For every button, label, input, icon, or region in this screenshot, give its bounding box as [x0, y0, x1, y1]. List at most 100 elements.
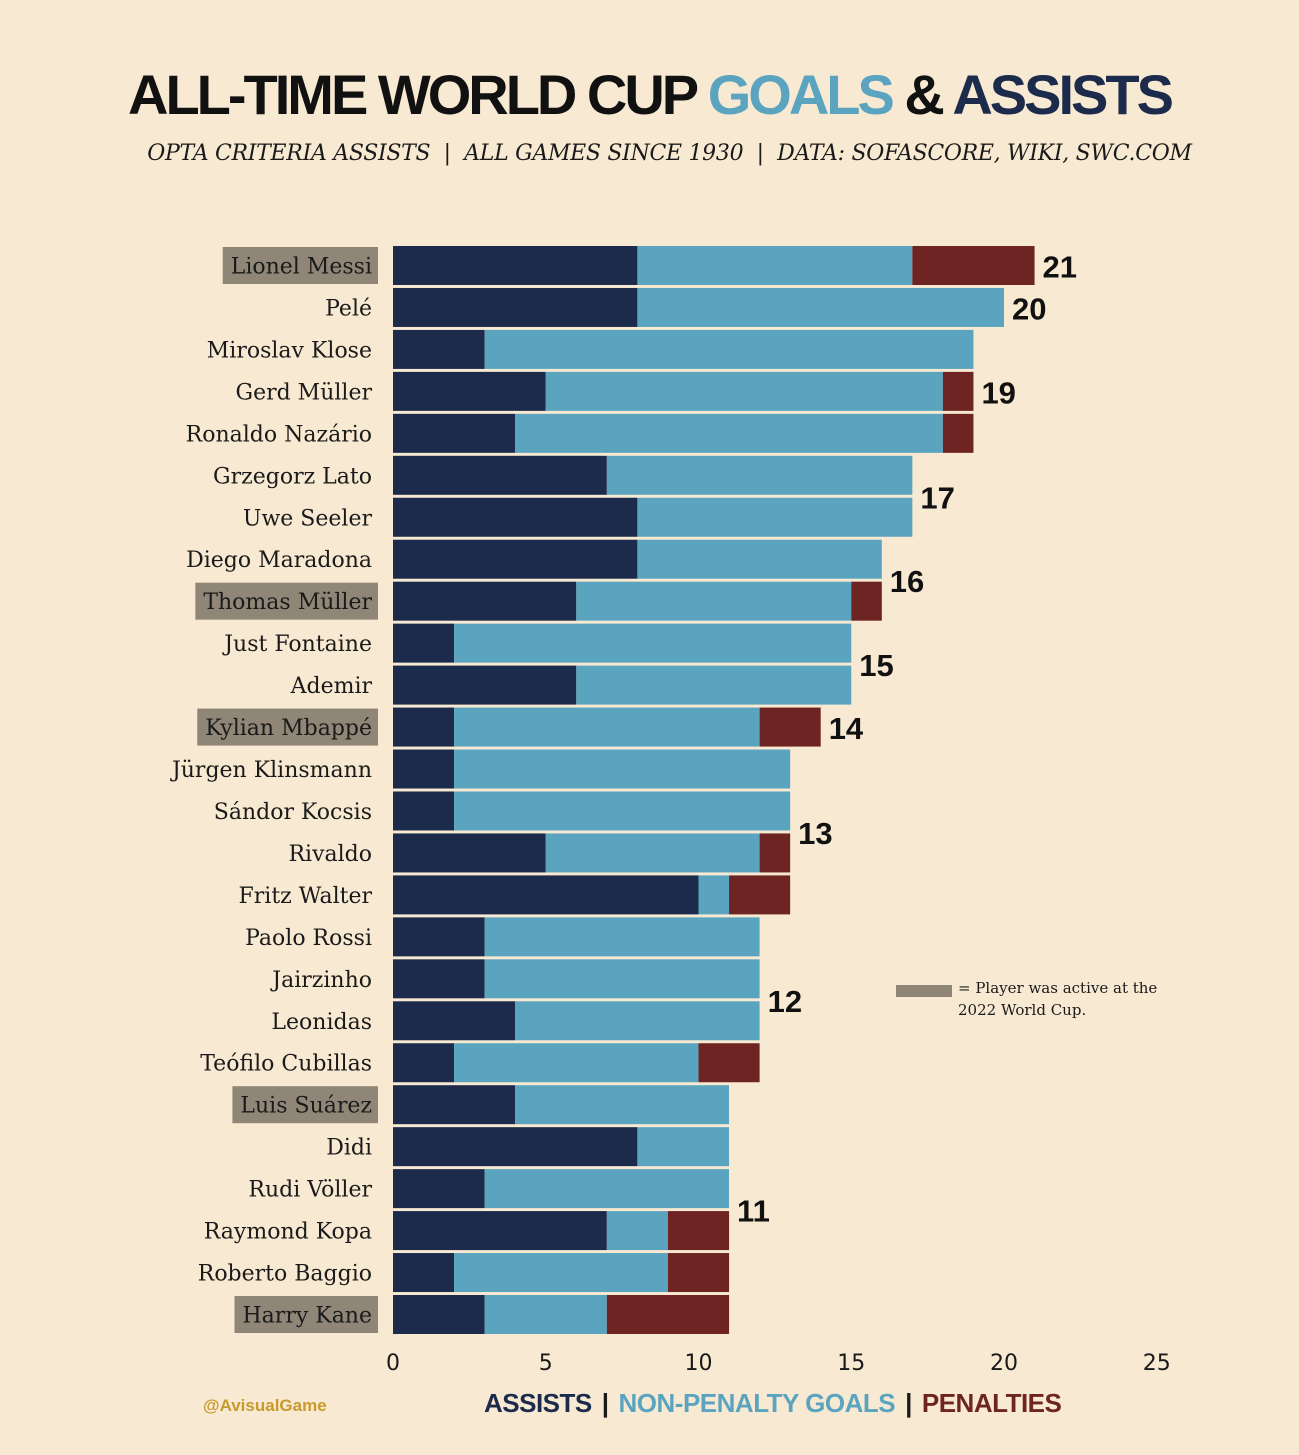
player-label: Jairzinho — [270, 968, 372, 993]
bar-non-penalty-goals — [515, 1001, 760, 1041]
bar-assists — [393, 791, 455, 831]
legend-assists: ASSISTS — [484, 1388, 592, 1418]
bar-non-penalty-goals — [454, 623, 852, 663]
bar-penalties — [667, 1253, 730, 1293]
bar-assists — [393, 1253, 455, 1293]
bar-penalties — [942, 413, 974, 453]
bar-assists — [393, 917, 485, 957]
bar-non-penalty-goals — [637, 246, 913, 285]
bar-penalties — [912, 246, 1035, 285]
chart-subtitle: OPTA CRITERIA ASSISTS | ALL GAMES SINCE … — [147, 141, 1192, 166]
bar-assists — [393, 707, 455, 747]
bar-non-penalty-goals — [484, 959, 760, 999]
bar-penalties — [729, 875, 791, 915]
bar-assists — [393, 497, 638, 537]
player-label: Kylian Mbappé — [205, 716, 372, 741]
group-total-label: 13 — [798, 816, 832, 851]
bar-assists — [393, 1001, 516, 1041]
player-label: Roberto Baggio — [198, 1262, 372, 1287]
x-tick-label: 5 — [539, 1351, 553, 1376]
player-label: Sándor Kocsis — [214, 800, 372, 825]
bar-assists — [393, 1295, 485, 1334]
bar-penalties — [698, 1043, 760, 1083]
chart-title: ALL-TIME WORLD CUP GOALS & ASSISTS — [0, 62, 1299, 127]
player-label: Jürgen Klinsmann — [170, 758, 372, 783]
player-label: Uwe Seeler — [243, 506, 373, 531]
active-player-highlight — [195, 582, 378, 620]
bar-non-penalty-goals — [515, 413, 943, 453]
player-label: Pelé — [325, 296, 372, 321]
bar-non-penalty-goals — [454, 791, 791, 831]
stacked-bar-chart: Lionel Messi Pelé Miroslav Klose Gerd Mülle… — [170, 246, 1171, 1376]
bar-assists — [393, 959, 485, 999]
bar-assists — [393, 1127, 638, 1167]
bar-non-penalty-goals — [454, 1253, 668, 1293]
group-total-label: 20 — [1012, 291, 1046, 326]
bar-penalties — [942, 371, 974, 411]
bar-penalties — [759, 707, 821, 747]
title-part-1: ALL-TIME WORLD CUP — [128, 63, 698, 126]
bar-assists — [393, 623, 455, 663]
player-label: Luis Suárez — [240, 1094, 372, 1119]
author-credit: @AvisualGame — [203, 1396, 327, 1415]
bar-assists — [393, 455, 607, 495]
active-player-highlight — [234, 1296, 378, 1333]
bar-non-penalty-goals — [606, 1211, 668, 1251]
group-total-label: 21 — [1043, 250, 1077, 285]
bar-penalties — [759, 833, 791, 873]
group-total-label: 11 — [737, 1194, 770, 1229]
legend-separator: | — [905, 1388, 912, 1418]
active-player-highlight — [222, 247, 378, 284]
legend-penalties: PENALTIES — [921, 1388, 1062, 1418]
bar-non-penalty-goals — [454, 1043, 699, 1083]
bar-penalties — [667, 1211, 730, 1251]
active-player-swatch — [896, 985, 952, 997]
player-label: Lionel Messi — [231, 255, 372, 280]
bar-assists — [393, 246, 638, 285]
group-total-label: 14 — [829, 711, 864, 746]
bar-assists — [393, 833, 546, 873]
title-part-amp: & — [904, 63, 944, 126]
group-total-label: 16 — [890, 564, 924, 599]
bar-non-penalty-goals — [637, 287, 1004, 327]
bar-assists — [393, 329, 485, 369]
player-label: Harry Kane — [243, 1304, 373, 1329]
bar-assists — [393, 371, 546, 411]
player-label: Paolo Rossi — [245, 926, 372, 951]
player-label: Ronaldo Nazário — [186, 422, 372, 447]
player-label: Teófilo Cubillas — [200, 1052, 372, 1077]
group-total-label: 15 — [859, 648, 893, 683]
legend-separator: | — [601, 1388, 609, 1418]
x-tick-label: 10 — [685, 1351, 713, 1376]
player-label: Rivaldo — [288, 842, 372, 867]
bar-assists — [393, 539, 638, 579]
bar-non-penalty-goals — [545, 833, 760, 873]
bar-non-penalty-goals — [576, 665, 852, 705]
active-player-highlight — [197, 708, 378, 746]
bar-assists — [393, 581, 577, 621]
player-label: Just Fontaine — [222, 632, 372, 657]
bar-non-penalty-goals — [484, 917, 760, 957]
bar-non-penalty-goals — [484, 1169, 730, 1209]
player-label: Leonidas — [271, 1010, 372, 1035]
bar-non-penalty-goals — [484, 329, 974, 369]
x-tick-label: 0 — [386, 1351, 400, 1376]
bar-non-penalty-goals — [515, 1085, 730, 1125]
group-total-label: 17 — [920, 480, 954, 515]
bar-assists — [393, 1085, 516, 1125]
player-label: Didi — [326, 1136, 372, 1161]
group-total-label: 19 — [981, 375, 1015, 410]
bar-non-penalty-goals — [637, 1127, 730, 1167]
bar-non-penalty-goals — [637, 497, 913, 537]
bar-non-penalty-goals — [454, 707, 760, 747]
bar-assists — [393, 1211, 607, 1251]
player-label: Grzegorz Lato — [213, 464, 372, 489]
bar-penalties — [606, 1295, 730, 1334]
bar-non-penalty-goals — [454, 749, 791, 789]
bar-penalties — [851, 581, 882, 621]
bar-non-penalty-goals — [545, 371, 943, 411]
title-part-goals: GOALS — [707, 63, 895, 126]
bar-non-penalty-goals — [606, 455, 913, 495]
bar-assists — [393, 875, 699, 915]
player-label: Fritz Walter — [239, 884, 373, 909]
